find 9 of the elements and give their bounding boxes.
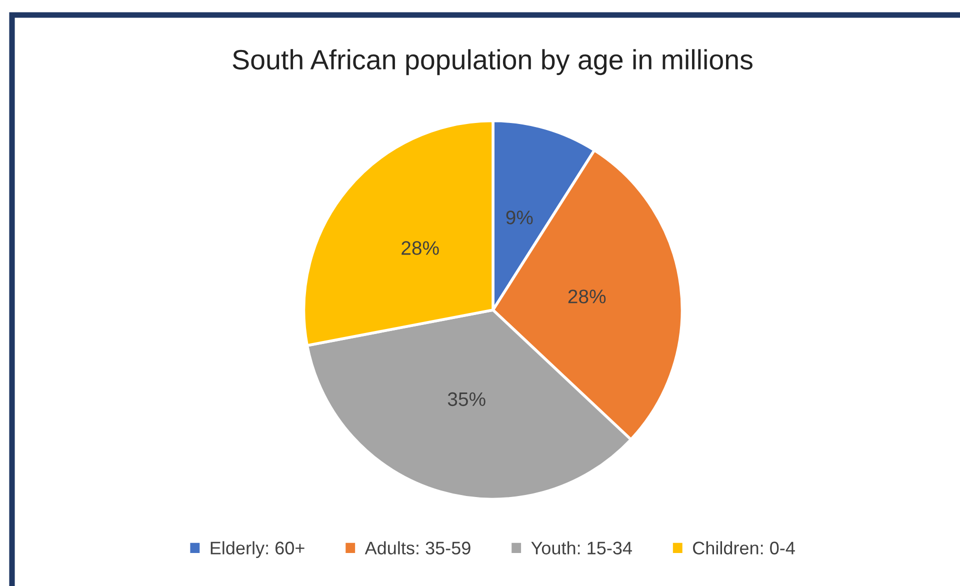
data-label: 28% bbox=[402, 241, 439, 255]
data-label: 35% bbox=[448, 392, 486, 406]
legend-label: Elderly: 60+ bbox=[210, 541, 304, 558]
legend-label: Adults: 35-59 bbox=[364, 541, 470, 554]
data-label: 9% bbox=[506, 210, 533, 224]
data-label: 28% bbox=[568, 290, 606, 304]
chart-title: South African population by age in millions bbox=[232, 49, 752, 76]
legend-label: Children: 0-4 bbox=[693, 541, 795, 554]
legend-label: Youth: 15-34 bbox=[531, 541, 632, 554]
